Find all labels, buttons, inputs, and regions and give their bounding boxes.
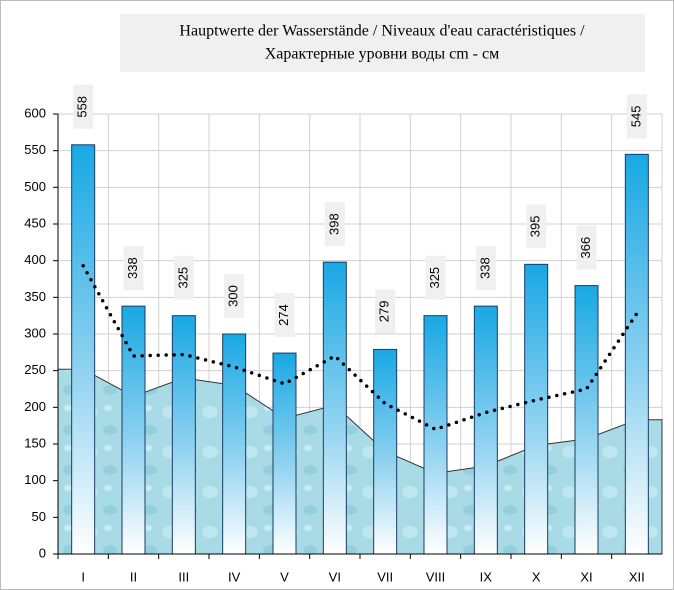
- value-label: 279: [377, 301, 392, 323]
- value-label-box: [425, 255, 446, 300]
- y-tick-label: 0: [39, 545, 46, 560]
- value-label: 338: [125, 257, 140, 279]
- bar: [624, 153, 649, 555]
- x-tick-label: XI: [580, 569, 592, 584]
- bar: [524, 263, 549, 555]
- x-tick-label: VI: [329, 569, 341, 584]
- bar: [373, 348, 398, 555]
- x-tick-label: V: [280, 569, 289, 584]
- value-label: 325: [427, 267, 442, 289]
- trend-line: [81, 264, 639, 432]
- chart-title: Hauptwerte der Wasserstände / Niveaux d'…: [179, 23, 585, 40]
- value-label: 338: [477, 257, 492, 279]
- y-tick-label: 550: [24, 142, 46, 157]
- y-tick-label: 350: [24, 289, 46, 304]
- y-tick-label: 300: [24, 325, 46, 340]
- y-tick-label: 400: [24, 252, 46, 267]
- value-label-box: [123, 246, 144, 291]
- bar: [222, 333, 247, 555]
- value-label-box: [526, 204, 547, 249]
- value-label: 395: [528, 215, 543, 237]
- value-label: 545: [628, 105, 643, 127]
- x-tick-label: X: [532, 569, 541, 584]
- value-label: 398: [326, 213, 341, 235]
- y-tick-label: 500: [24, 179, 46, 194]
- value-label-box: [375, 289, 396, 334]
- y-tick-label: 450: [24, 215, 46, 230]
- x-tick-label: VIII: [426, 569, 446, 584]
- x-tick-label: I: [81, 569, 85, 584]
- bar: [322, 261, 347, 555]
- value-label-box: [324, 202, 345, 247]
- chart-title: Характерные уровни воды cm - см: [265, 46, 499, 63]
- x-tick-label: II: [130, 569, 137, 584]
- y-tick-label: 100: [24, 472, 46, 487]
- bar: [574, 285, 599, 555]
- value-label: 325: [175, 267, 190, 289]
- value-label: 366: [578, 237, 593, 259]
- x-tick-label: IX: [480, 569, 493, 584]
- x-tick-label: IV: [228, 569, 241, 584]
- y-tick-label: 150: [24, 435, 46, 450]
- y-tick-label: 600: [24, 105, 46, 120]
- bar: [272, 352, 297, 555]
- value-label-box: [626, 94, 647, 139]
- bar: [71, 144, 96, 555]
- x-tick-label: VII: [377, 569, 393, 584]
- y-tick-label: 250: [24, 362, 46, 377]
- bar: [171, 315, 196, 555]
- bar: [423, 315, 448, 555]
- x-tick-label: III: [178, 569, 189, 584]
- value-label-box: [73, 84, 94, 129]
- bar: [473, 305, 498, 555]
- value-label-box: [475, 246, 496, 291]
- value-label: 558: [75, 96, 90, 118]
- value-label-box: [224, 274, 245, 318]
- value-label-box: [576, 225, 597, 270]
- value-label-box: [274, 293, 295, 338]
- title-box: [120, 14, 645, 72]
- y-tick-label: 50: [32, 509, 46, 524]
- x-tick-label: XII: [629, 569, 645, 584]
- value-label-box: [173, 255, 194, 300]
- value-label: 300: [226, 285, 241, 307]
- y-tick-label: 200: [24, 399, 46, 414]
- value-label: 274: [276, 304, 291, 326]
